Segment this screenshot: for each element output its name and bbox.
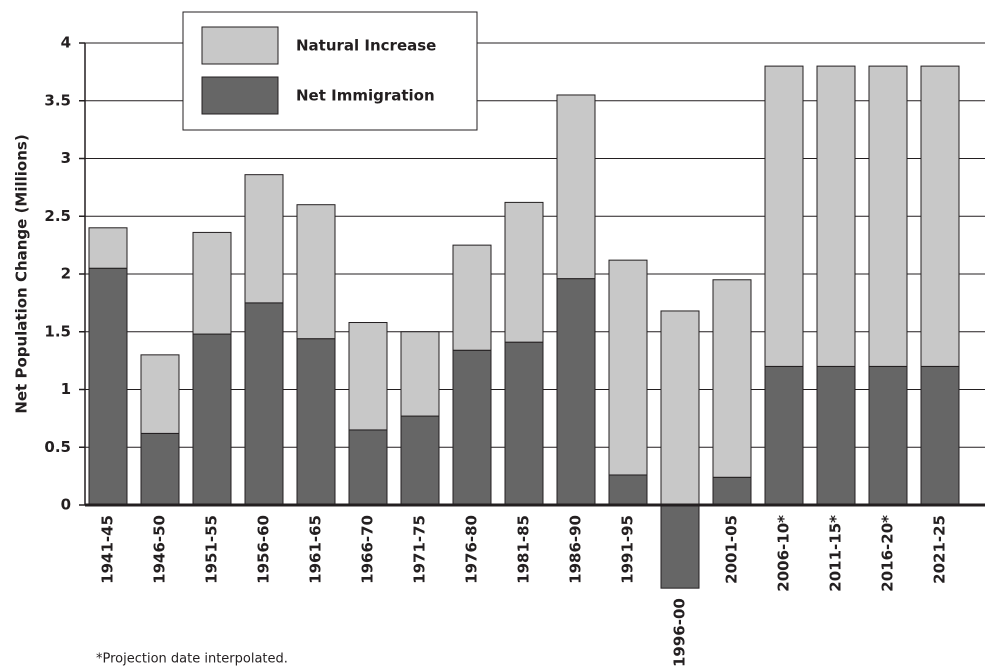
bar-segment — [244, 174, 284, 304]
bar-segment — [816, 65, 856, 367]
bar-segment — [764, 365, 804, 506]
y-tick-label: 1 — [61, 380, 71, 398]
bar-segment — [712, 476, 752, 506]
x-tick-label: 1966-70 — [359, 515, 377, 584]
bar-segment — [816, 365, 856, 506]
legend-swatch — [201, 76, 279, 115]
y-tick-label: 0 — [61, 496, 71, 514]
bar-segment — [660, 310, 700, 506]
y-tick-label: 3 — [61, 149, 71, 167]
bar-segment — [140, 432, 180, 506]
x-tick-label: 1961-65 — [307, 515, 325, 584]
bar-segment — [296, 338, 336, 506]
legend-label: Natural Increase — [296, 37, 436, 55]
x-tick-label: 1981-85 — [515, 515, 533, 584]
x-tick-label: 1956-60 — [255, 515, 273, 584]
bar-segment — [504, 341, 544, 506]
x-tick-label: 1976-80 — [463, 515, 481, 584]
y-tick-label: 0.5 — [44, 438, 71, 456]
bar-segment — [296, 204, 336, 340]
bar-segment — [400, 415, 440, 506]
x-tick-label: 2016-20* — [879, 515, 897, 592]
x-tick-label: 1986-90 — [567, 515, 585, 584]
x-tick-label: 2006-10* — [775, 515, 793, 592]
bar-segment — [712, 279, 752, 478]
bar-segment — [920, 65, 960, 367]
x-tick-label: 1941-45 — [99, 515, 117, 584]
footnote: *Projection date interpolated. — [96, 652, 288, 667]
legend-label: Net Immigration — [296, 87, 435, 105]
x-tick-label: 1991-95 — [619, 515, 637, 584]
y-tick-label: 3.5 — [44, 91, 71, 109]
bar-segment — [920, 365, 960, 506]
bar-segment — [400, 331, 440, 417]
bar-segment — [192, 333, 232, 506]
y-tick-label: 2.5 — [44, 207, 71, 225]
bar-segment — [140, 354, 180, 434]
bar-segment — [88, 227, 128, 269]
bar-segment — [192, 231, 232, 335]
x-tick-label: 2001-05 — [723, 515, 741, 584]
bar-segment — [452, 349, 492, 506]
x-tick-label: 1951-55 — [203, 515, 221, 584]
bar-segment — [244, 302, 284, 506]
y-tick-label: 1.5 — [44, 322, 71, 340]
y-tick-label: 4 — [61, 34, 71, 52]
x-tick-label: 1996-00 — [671, 598, 689, 667]
bar-segment — [660, 504, 700, 589]
bar-segment — [452, 244, 492, 351]
bar-segment — [608, 259, 648, 476]
bar-segment — [868, 65, 908, 367]
x-tick-label: 1946-50 — [151, 515, 169, 584]
bar-segment — [504, 201, 544, 343]
bar-segment — [348, 429, 388, 506]
legend-swatch — [201, 26, 279, 65]
x-tick-label: 2021-25 — [931, 515, 949, 584]
bar-segment — [88, 267, 128, 506]
x-tick-label: 1971-75 — [411, 515, 429, 584]
bar-segment — [764, 65, 804, 367]
y-axis-label: Net Population Change (Millions) — [13, 134, 31, 413]
y-tick-label: 2 — [61, 265, 71, 283]
bar-segment — [556, 94, 596, 280]
bar-segment — [608, 474, 648, 506]
bar-segment — [556, 278, 596, 506]
bar-segment — [868, 365, 908, 506]
bar-segment — [348, 322, 388, 431]
x-tick-label: 2011-15* — [827, 515, 845, 592]
